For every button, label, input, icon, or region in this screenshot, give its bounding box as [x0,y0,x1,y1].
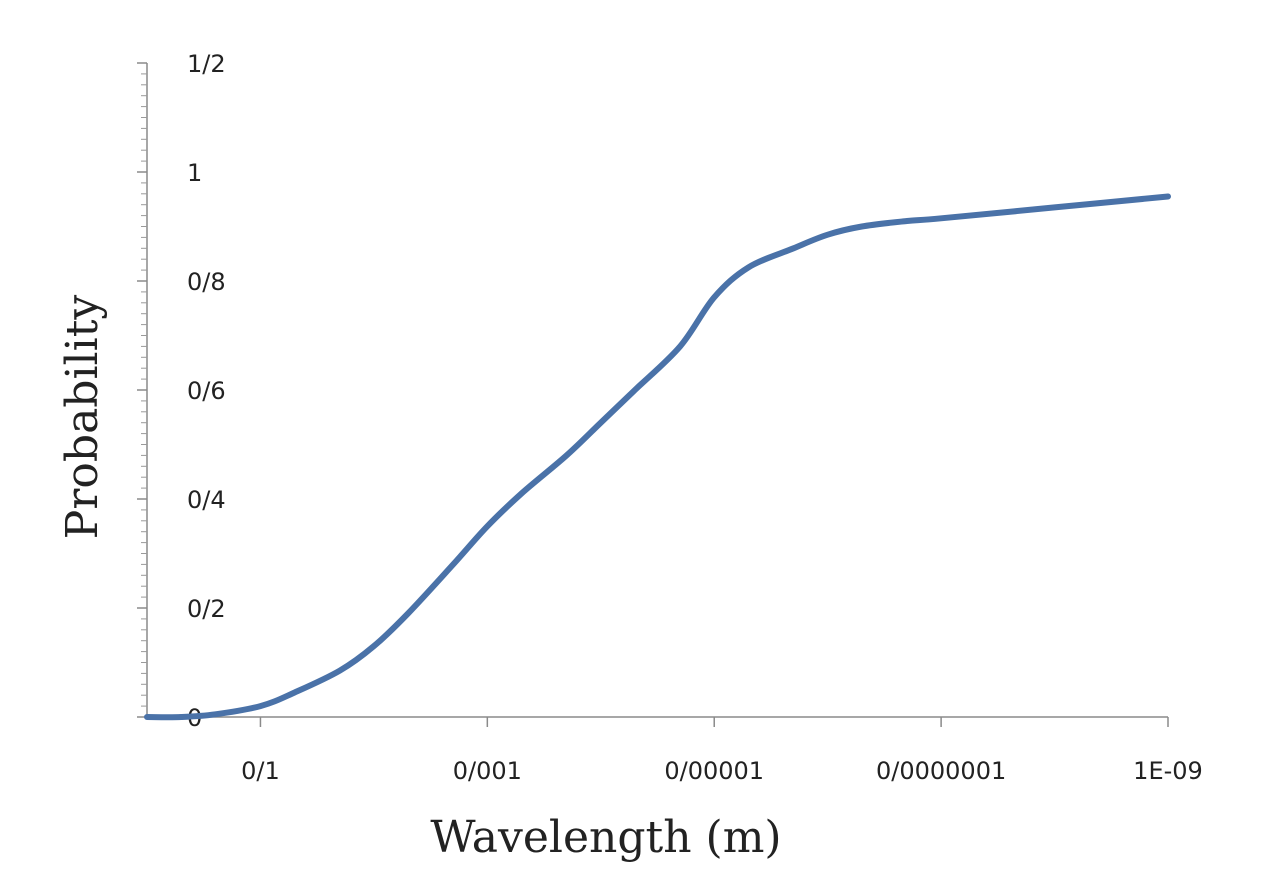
series-layer [144,193,1171,721]
y-tick-label: 0/2 [187,595,226,623]
y-tick-label: 0/8 [187,268,226,296]
x-tick-label: 0/1 [241,757,280,785]
axes [146,63,1168,718]
y-tick-label: 0/6 [187,377,226,405]
x-tick-label: 0/001 [453,757,522,785]
y-tick-label: 0/4 [187,486,226,514]
y-tick-label: 1 [187,159,202,187]
y-axis-title: Probability [57,295,108,540]
y-tick-label: 1/2 [187,50,226,78]
x-axis-title: Wavelength (m) [430,812,781,863]
x-tick-label: 1E-09 [1133,757,1203,785]
x-tick-label: 0/00001 [664,757,764,785]
ticks: 00/20/40/60/811/20/1 0/001 0/00001 0/000000… [137,50,1203,785]
series-line-0 [144,193,1171,721]
x-tick-label: 0/0000001 [876,757,1006,785]
